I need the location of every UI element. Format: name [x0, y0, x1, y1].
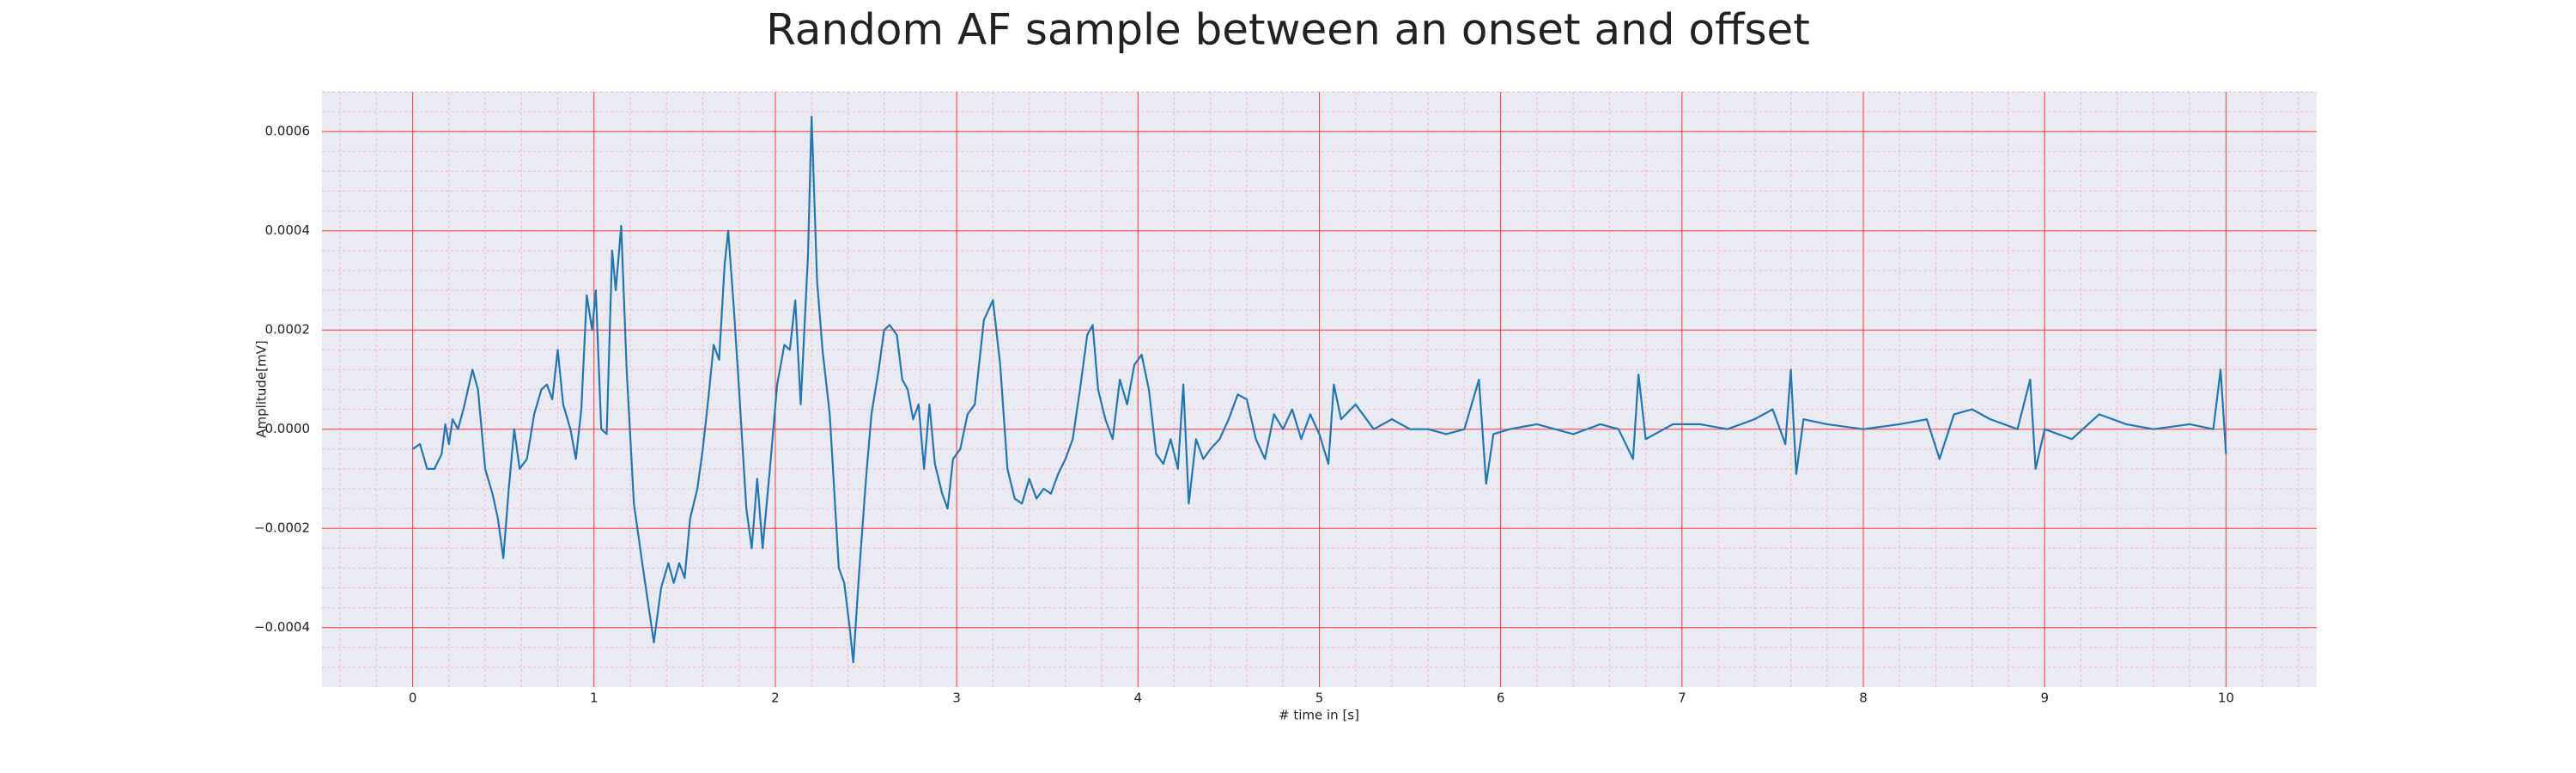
x-tick-label: 10: [2218, 691, 2234, 706]
x-tick-label: 4: [1134, 691, 1143, 706]
x-tick-label: 0: [409, 691, 417, 706]
x-tick-label: 9: [2040, 691, 2049, 706]
y-tick-label: −0.0002: [254, 520, 310, 536]
y-tick-label: 0.0004: [265, 222, 311, 238]
x-tick-label: 3: [952, 691, 961, 706]
x-tick-label: 8: [1859, 691, 1868, 706]
y-tick-label: 0.0000: [265, 421, 311, 436]
x-tick-label: 1: [590, 691, 598, 706]
series-line: [411, 115, 2227, 664]
chart-title: Random AF sample between an onset and of…: [766, 5, 1810, 55]
x-axis-label: # time in [s]: [1279, 708, 1359, 723]
y-tick-label: −0.0004: [254, 619, 310, 635]
x-tick-label: 6: [1497, 691, 1505, 706]
y-tick-label: 0.0002: [265, 322, 311, 338]
x-tick-label: 7: [1678, 691, 1686, 706]
y-axis-label: Amplitude[mV]: [254, 340, 270, 437]
x-tick-label: 2: [771, 691, 780, 706]
y-tick-label: 0.0006: [265, 124, 311, 139]
x-tick-label: 5: [1315, 691, 1324, 706]
